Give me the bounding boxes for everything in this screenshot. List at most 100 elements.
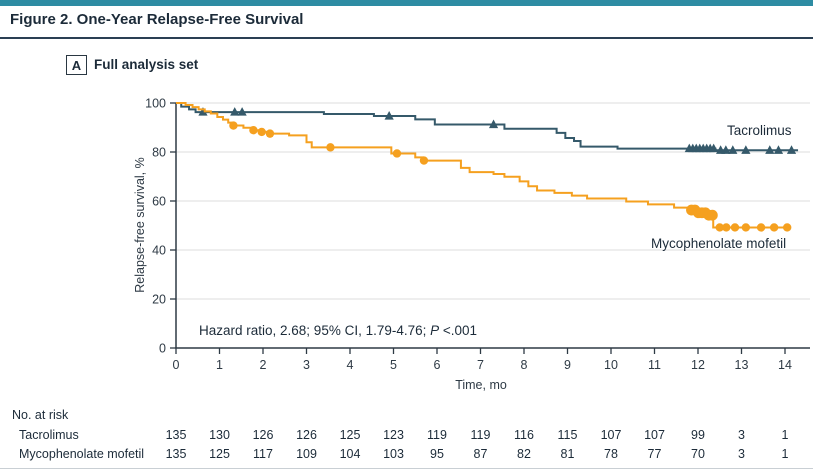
hazard-ratio-annotation: Hazard ratio, 2.68; 95% CI, 1.79-4.76; P… <box>199 323 477 338</box>
at-risk-value: 135 <box>165 428 187 442</box>
at-risk-value: 126 <box>252 428 274 442</box>
censor-marker-circle <box>722 223 731 232</box>
censor-marker-triangle <box>721 145 731 154</box>
y-tick-label: 60 <box>152 195 166 209</box>
at-risk-value: 119 <box>427 428 447 442</box>
at-risk-value: 3 <box>738 428 745 442</box>
x-tick-label: 12 <box>691 358 705 372</box>
x-tick-label: 4 <box>347 358 354 372</box>
censor-marker-circle <box>769 223 779 232</box>
censor-marker-circle <box>782 223 792 232</box>
at-risk-value: 107 <box>600 428 622 442</box>
at-risk-value: 135 <box>165 447 187 461</box>
at-risk-value: 109 <box>296 447 317 461</box>
p-value: <.001 <box>439 323 478 338</box>
at-risk-value: 123 <box>383 428 404 442</box>
panel-letter: A <box>71 57 82 73</box>
figure-title: Figure 2. One-Year Relapse-Free Survival <box>10 11 304 28</box>
censor-marker-triangle <box>384 110 394 120</box>
censor-marker-circle <box>392 149 402 158</box>
x-tick-label: 8 <box>521 358 528 372</box>
at-risk-value: 82 <box>517 447 531 461</box>
at-risk-value: 81 <box>560 447 575 461</box>
censor-marker-circle <box>741 223 751 232</box>
survival-curve-tacrolimus <box>176 102 799 152</box>
censor-marker-triangle <box>741 145 751 154</box>
x-tick-label: 13 <box>735 358 749 372</box>
censor-marker-triangle <box>709 143 719 153</box>
censor-marker-circle <box>706 209 718 221</box>
at-risk-row-label: Tacrolimus <box>19 428 79 442</box>
censor-marker-circle <box>257 127 266 137</box>
at-risk-value: 99 <box>691 428 705 442</box>
x-axis-title: Time, mo <box>455 378 507 392</box>
at-risk-row-mycophenolate: Mycophenolate mofetil 135 125 117 109 104 103… <box>0 447 813 463</box>
censor-marker-circle <box>265 129 275 138</box>
y-axis-title: Relapse-free survival, % <box>133 157 147 293</box>
censor-marker-circle <box>419 156 429 165</box>
at-risk-value: 115 <box>557 428 578 442</box>
at-risk-value: 95 <box>430 447 444 461</box>
x-tick-label: 9 <box>564 358 571 372</box>
at-risk-value: 103 <box>383 447 404 461</box>
censor-marker-circle <box>730 223 740 232</box>
y-tick-label: 0 <box>159 342 166 356</box>
at-risk-value: 125 <box>339 428 361 442</box>
x-tick-label: 3 <box>303 358 310 372</box>
censor-marker-triangle <box>786 145 797 154</box>
x-tick-label: 5 <box>390 358 397 372</box>
series-label-mycophenolate: Mycophenolate mofetil <box>651 236 787 251</box>
at-risk-value: 117 <box>253 447 273 461</box>
at-risk-value: 130 <box>209 428 230 442</box>
y-tick-label: 100 <box>145 97 166 111</box>
x-tick-label: 11 <box>648 358 661 372</box>
at-risk-value: 125 <box>209 447 230 461</box>
censor-marker-triangle <box>198 107 208 116</box>
at-risk-value: 1 <box>781 428 789 442</box>
at-risk-value: 107 <box>644 428 665 442</box>
journal-accent-bar <box>0 0 813 6</box>
panel-title: Full analysis set <box>94 57 199 72</box>
at-risk-row-label: Mycophenolate mofetil <box>19 447 145 461</box>
p-symbol: P <box>430 323 440 338</box>
censor-marker-circle <box>756 223 766 232</box>
censor-marker-triangle <box>237 107 247 116</box>
bottom-divider <box>0 468 813 469</box>
at-risk-value: 119 <box>470 428 491 442</box>
censor-marker-circle <box>326 143 335 152</box>
at-risk-value: 70 <box>691 447 705 461</box>
at-risk-value: 78 <box>604 447 618 461</box>
at-risk-row-tacrolimus: Tacrolimus 135 130 126 126 125 123 119 119 116 11… <box>0 428 813 444</box>
x-tick-label: 6 <box>434 358 441 372</box>
y-tick-label: 20 <box>152 293 166 307</box>
censor-marker-triangle <box>773 145 784 154</box>
censor-marker-triangle <box>230 107 240 116</box>
at-risk-value: 116 <box>514 428 534 442</box>
censor-marker-triangle <box>728 145 738 154</box>
survival-curve-mycophenolate-mofetil <box>176 102 790 229</box>
censor-marker-triangle <box>765 145 775 154</box>
panel-label-box: A <box>66 55 87 75</box>
at-risk-value: 104 <box>339 447 361 461</box>
censor-marker-circle <box>249 125 258 135</box>
y-tick-label: 80 <box>152 146 166 160</box>
at-risk-value: 77 <box>647 447 662 461</box>
hazard-text: Hazard ratio, 2.68; 95% CI, 1.79-4.76; <box>199 323 431 338</box>
series-label-tacrolimus: Tacrolimus <box>727 123 792 138</box>
y-tick-label: 40 <box>152 244 166 258</box>
x-tick-label: 14 <box>778 358 792 372</box>
censor-marker-triangle <box>488 119 499 129</box>
at-risk-value: 1 <box>781 447 789 461</box>
at-risk-heading: No. at risk <box>12 408 69 422</box>
x-tick-label: 2 <box>260 358 267 372</box>
x-tick-label: 1 <box>216 358 223 372</box>
at-risk-value: 3 <box>738 447 745 461</box>
censor-marker-circle <box>715 223 724 232</box>
at-risk-value: 87 <box>473 447 488 461</box>
censor-marker-circle <box>229 121 238 130</box>
x-tick-label: 7 <box>477 358 484 372</box>
x-tick-label: 10 <box>604 358 618 372</box>
x-tick-label: 0 <box>173 358 180 372</box>
